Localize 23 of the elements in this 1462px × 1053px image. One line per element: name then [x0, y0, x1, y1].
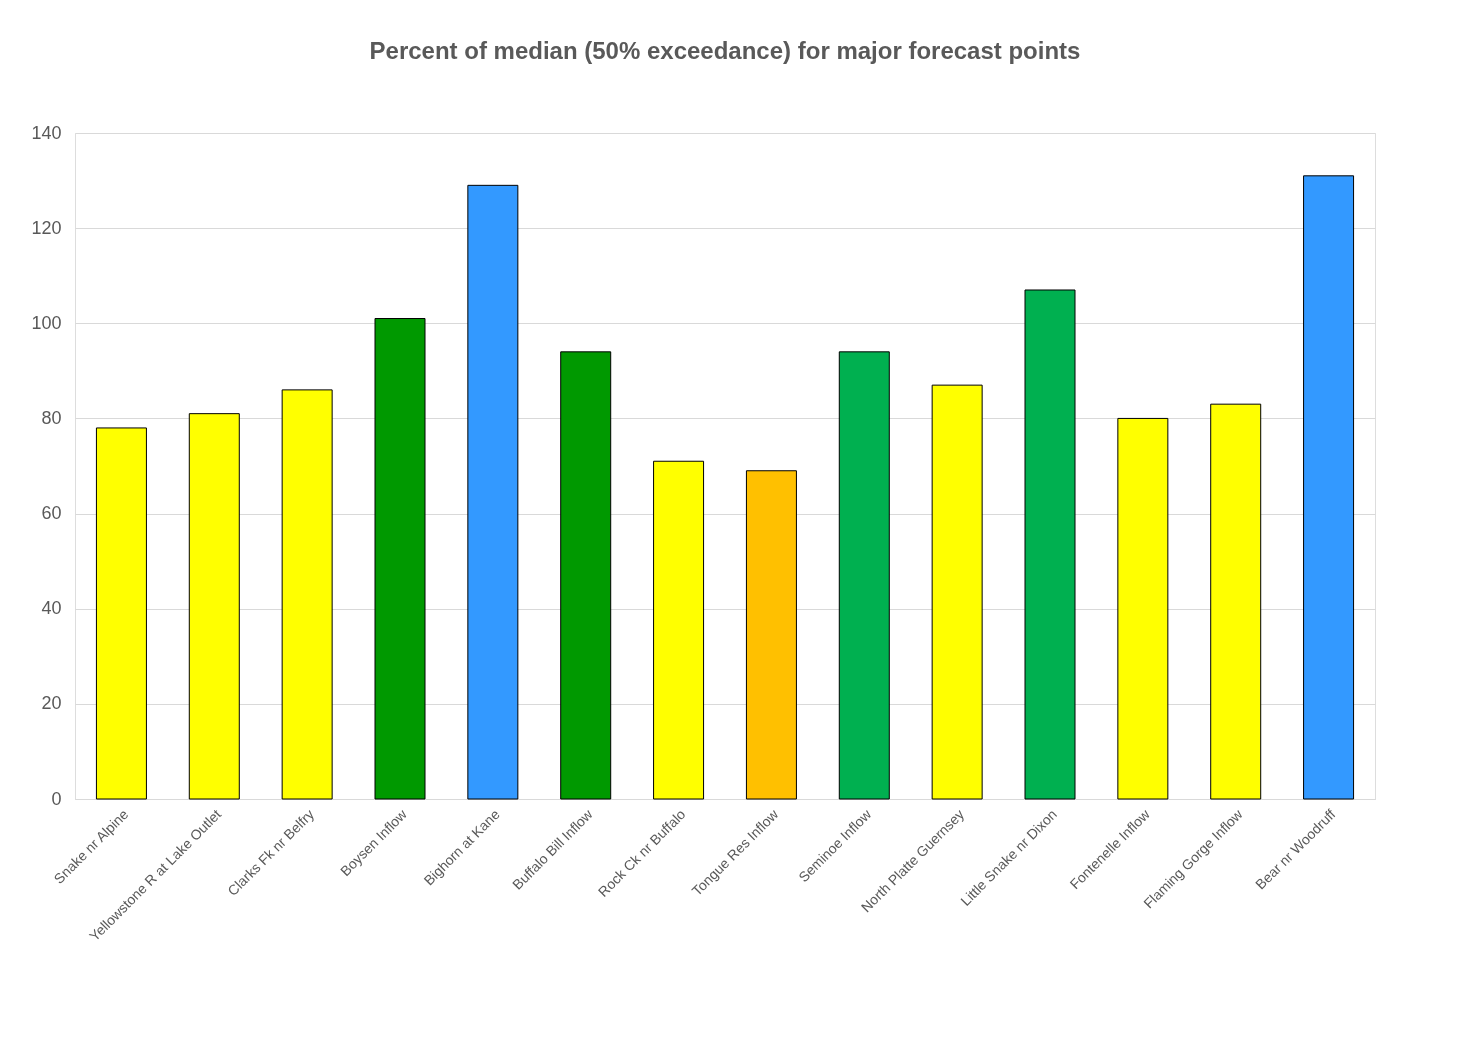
- y-tick-label: 20: [41, 693, 62, 714]
- bar: [745, 470, 797, 800]
- y-tick-label: 100: [31, 312, 62, 333]
- y-tick-label: 140: [31, 122, 62, 143]
- bar: [1210, 403, 1262, 800]
- bar: [1303, 175, 1355, 800]
- y-tick-label: 60: [41, 503, 62, 524]
- chart-title: Percent of median (50% exceedance) for major forecast points: [369, 37, 1081, 64]
- y-tick-label: 120: [31, 217, 62, 238]
- bar: [95, 427, 147, 800]
- bar: [1024, 289, 1076, 800]
- y-tick-label: 0: [51, 788, 62, 809]
- bar: [467, 184, 519, 800]
- y-tick-label: 80: [41, 407, 62, 428]
- bar: [838, 351, 890, 800]
- y-tick-label: 40: [41, 598, 62, 619]
- bar: [281, 389, 333, 800]
- bar: [188, 413, 240, 800]
- bar: [1117, 417, 1169, 800]
- bar: [374, 318, 426, 800]
- bar: [653, 460, 705, 800]
- bar: [931, 384, 983, 800]
- bar: [560, 351, 612, 800]
